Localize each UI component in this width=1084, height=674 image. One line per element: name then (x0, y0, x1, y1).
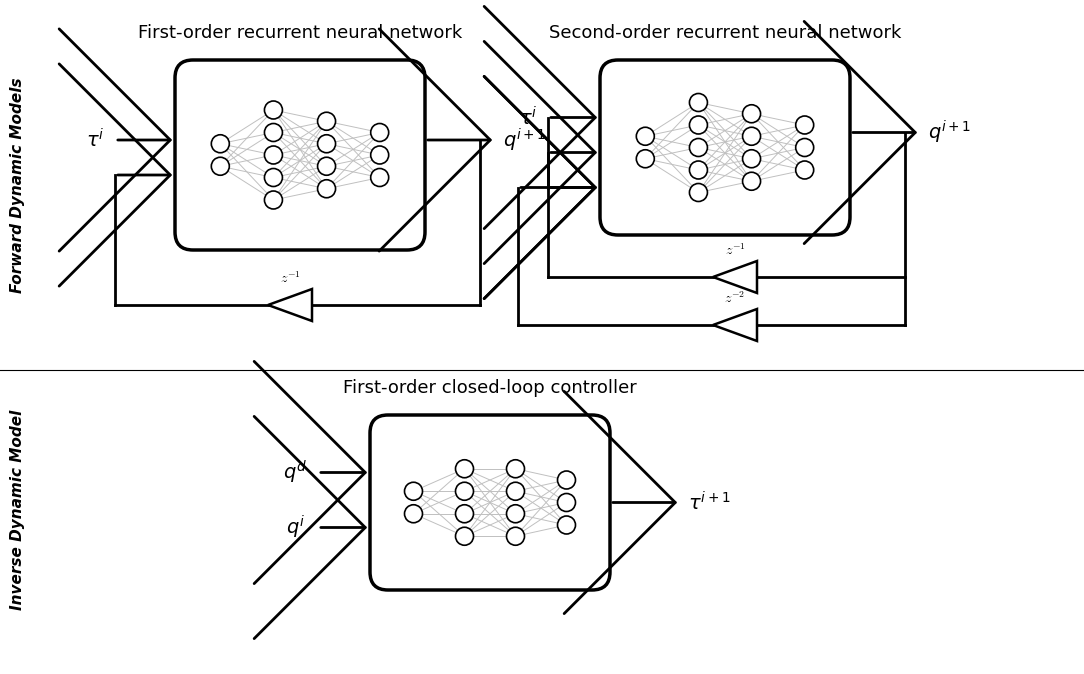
Polygon shape (713, 261, 757, 293)
FancyBboxPatch shape (370, 415, 610, 590)
Circle shape (743, 173, 761, 190)
Circle shape (743, 150, 761, 168)
Text: $q^{i+1}$: $q^{i+1}$ (928, 119, 971, 146)
Circle shape (689, 161, 708, 179)
Circle shape (318, 180, 336, 197)
Text: $z^{-2}$: $z^{-2}$ (724, 290, 746, 306)
Circle shape (211, 135, 230, 153)
Circle shape (264, 123, 283, 142)
Circle shape (689, 183, 708, 202)
Circle shape (796, 116, 814, 134)
Circle shape (557, 516, 576, 534)
Text: Inverse Dynamic Model: Inverse Dynamic Model (11, 410, 26, 610)
Circle shape (455, 505, 474, 523)
Circle shape (371, 123, 389, 142)
Circle shape (506, 527, 525, 545)
Text: Second-order recurrent neural network: Second-order recurrent neural network (549, 24, 901, 42)
Circle shape (743, 104, 761, 123)
Text: Forward Dynamic Models: Forward Dynamic Models (11, 78, 26, 293)
Circle shape (689, 138, 708, 156)
Circle shape (557, 471, 576, 489)
Circle shape (404, 483, 423, 500)
Circle shape (318, 113, 336, 130)
Text: $\tau^{i+1}$: $\tau^{i+1}$ (688, 491, 731, 514)
Text: First-order recurrent neural network: First-order recurrent neural network (138, 24, 462, 42)
Circle shape (506, 483, 525, 500)
Text: $z^{-1}$: $z^{-1}$ (280, 270, 300, 286)
Circle shape (455, 483, 474, 500)
Circle shape (264, 146, 283, 164)
Circle shape (506, 505, 525, 523)
Circle shape (404, 505, 423, 523)
Text: $\tau^i$: $\tau^i$ (86, 129, 104, 152)
Circle shape (318, 157, 336, 175)
Circle shape (796, 161, 814, 179)
Circle shape (689, 94, 708, 111)
Circle shape (506, 460, 525, 478)
Text: $z^{-1}$: $z^{-1}$ (724, 243, 746, 258)
Circle shape (557, 493, 576, 512)
Text: First-order closed-loop controller: First-order closed-loop controller (344, 379, 637, 397)
Circle shape (371, 168, 389, 187)
Circle shape (636, 150, 655, 168)
Polygon shape (713, 309, 757, 341)
Circle shape (796, 138, 814, 156)
Circle shape (743, 127, 761, 146)
Text: $q^d$: $q^d$ (283, 459, 307, 486)
Circle shape (264, 101, 283, 119)
Circle shape (211, 157, 230, 175)
Circle shape (264, 191, 283, 209)
Circle shape (371, 146, 389, 164)
Circle shape (689, 116, 708, 134)
Circle shape (318, 135, 336, 153)
Circle shape (264, 168, 283, 187)
Circle shape (455, 460, 474, 478)
Circle shape (636, 127, 655, 146)
Text: $q^{i+1}$: $q^{i+1}$ (503, 127, 546, 154)
Circle shape (455, 527, 474, 545)
Polygon shape (268, 289, 312, 321)
Text: $\tau^i$: $\tau^i$ (519, 106, 538, 129)
FancyBboxPatch shape (601, 60, 850, 235)
FancyBboxPatch shape (175, 60, 425, 250)
Text: $q^i$: $q^i$ (285, 514, 305, 541)
